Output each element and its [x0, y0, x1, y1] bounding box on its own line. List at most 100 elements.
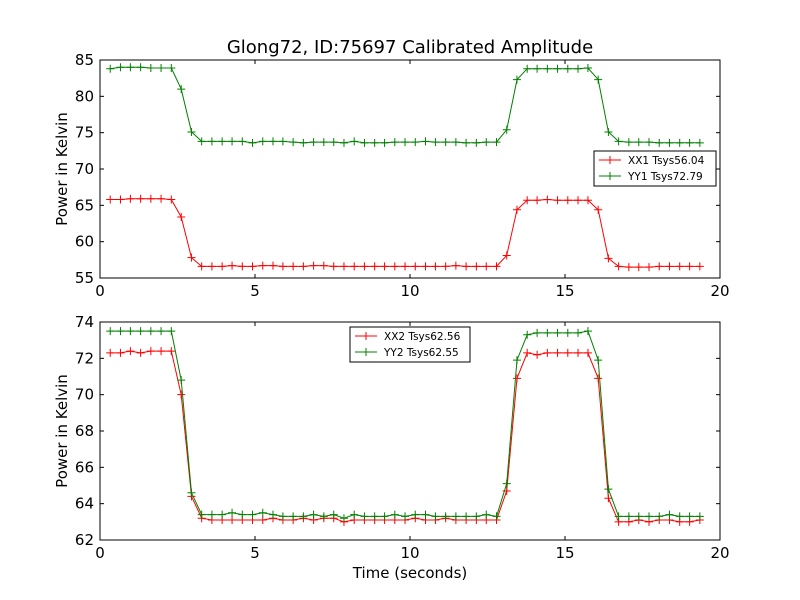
bottom-data-point — [167, 347, 176, 356]
bottom-data-point — [106, 348, 115, 357]
top-x-tick-label: 20 — [710, 282, 729, 300]
bottom-legend-label: YY2 Tsys62.55 — [383, 347, 459, 359]
top-y-tick-label: 85 — [75, 51, 94, 69]
top-data-point — [645, 263, 654, 272]
bottom-data-point — [228, 516, 237, 525]
top-data-point — [329, 262, 338, 271]
bottom-data-point — [238, 510, 247, 519]
top-data-point — [258, 137, 267, 146]
bottom-axes-frame — [99, 321, 721, 541]
bottom-data-point — [553, 328, 562, 337]
bottom-data-point — [177, 376, 186, 385]
top-data-point — [207, 262, 216, 271]
top-data-point — [594, 75, 603, 84]
top-data-point — [583, 196, 592, 205]
bottom-data-point — [604, 494, 613, 503]
bottom-data-point — [431, 512, 440, 521]
bottom-data-point — [523, 348, 532, 357]
bottom-data-point — [268, 510, 277, 519]
top-data-point — [451, 138, 460, 147]
top-data-point — [268, 137, 277, 146]
bottom-y-tick-label: 62 — [75, 531, 94, 549]
top-data-point — [421, 262, 430, 271]
top-data-point — [380, 262, 389, 271]
top-data-point — [218, 137, 227, 146]
top-data-point — [512, 75, 521, 84]
bottom-legend: XX2 Tsys62.56 YY2 Tsys62.55 — [349, 326, 471, 363]
top-data-point — [157, 194, 166, 203]
bottom-data-point — [228, 508, 237, 517]
bottom-data-point — [543, 328, 552, 337]
bottom-x-tick-label: 20 — [710, 544, 729, 562]
bottom-data-point — [177, 390, 186, 399]
bottom-y-tick-label: 70 — [75, 386, 94, 404]
top-y-tick-label: 60 — [75, 233, 94, 251]
bottom-data-point — [624, 512, 633, 521]
bottom-data-point — [157, 347, 166, 356]
bottom-data-point — [380, 512, 389, 521]
top-data-point — [197, 137, 206, 146]
top-data-point — [472, 262, 481, 271]
bottom-data-point — [116, 327, 125, 336]
bottom-data-point — [634, 512, 643, 521]
bottom-x-tick-label: 0 — [95, 544, 105, 562]
bottom-data-point — [157, 327, 166, 336]
bottom-legend-label: XX2 Tsys62.56 — [384, 331, 461, 343]
top-data-point — [685, 138, 694, 147]
bottom-panel: 0 5 10 15 20 62 64 66 68 70 72 74 Power in Kelvin XX2… — [53, 313, 730, 562]
bottom-data-point — [614, 512, 623, 521]
top-data-point — [370, 138, 379, 147]
bottom-data-point — [126, 327, 135, 336]
top-data-point — [421, 137, 430, 146]
top-data-point — [695, 138, 704, 147]
top-y-axis-label: Power in Kelvin — [53, 112, 71, 226]
top-data-point — [431, 138, 440, 147]
top-data-point — [238, 137, 247, 146]
bottom-data-point — [492, 512, 501, 521]
bottom-y-axis-label: Power in Kelvin — [53, 374, 71, 488]
top-data-point — [167, 63, 176, 72]
top-series-2 — [106, 63, 704, 147]
top-data-point — [482, 138, 491, 147]
top-legend-box — [593, 150, 717, 187]
top-data-point — [278, 262, 287, 271]
top-data-point — [614, 137, 623, 146]
top-data-point — [411, 262, 420, 271]
top-data-point — [492, 138, 501, 147]
top-data-point — [106, 64, 115, 73]
bottom-x-tick-label: 5 — [250, 544, 260, 562]
bottom-data-point — [502, 479, 511, 488]
bottom-data-point — [116, 348, 125, 357]
bottom-data-point — [146, 347, 155, 356]
top-data-point — [248, 262, 257, 271]
top-series-1 — [106, 194, 704, 272]
top-data-point — [207, 137, 216, 146]
top-data-point — [523, 196, 532, 205]
bottom-data-point — [563, 328, 572, 337]
bottom-data-point — [360, 512, 369, 521]
top-data-point — [339, 138, 348, 147]
bottom-data-point — [675, 512, 684, 521]
bottom-data-point — [533, 350, 542, 359]
bottom-series-2 — [106, 327, 704, 523]
top-data-point — [350, 262, 359, 271]
top-data-point — [390, 262, 399, 271]
top-data-point — [634, 138, 643, 147]
x-axis-label: Time (seconds) — [352, 564, 468, 582]
top-data-point — [492, 262, 501, 271]
top-x-tick-label: 10 — [400, 282, 419, 300]
top-data-point — [360, 262, 369, 271]
top-data-point — [634, 263, 643, 272]
bottom-legend-marker — [362, 332, 370, 340]
top-data-point — [146, 63, 155, 72]
bottom-data-point — [197, 510, 206, 519]
top-data-point — [553, 64, 562, 73]
top-data-point — [543, 64, 552, 73]
bottom-data-point — [258, 508, 267, 517]
top-data-point — [645, 138, 654, 147]
bottom-data-point — [136, 327, 145, 336]
top-data-point — [370, 262, 379, 271]
top-data-point — [401, 262, 410, 271]
top-data-point — [431, 262, 440, 271]
bottom-data-point — [583, 348, 592, 357]
